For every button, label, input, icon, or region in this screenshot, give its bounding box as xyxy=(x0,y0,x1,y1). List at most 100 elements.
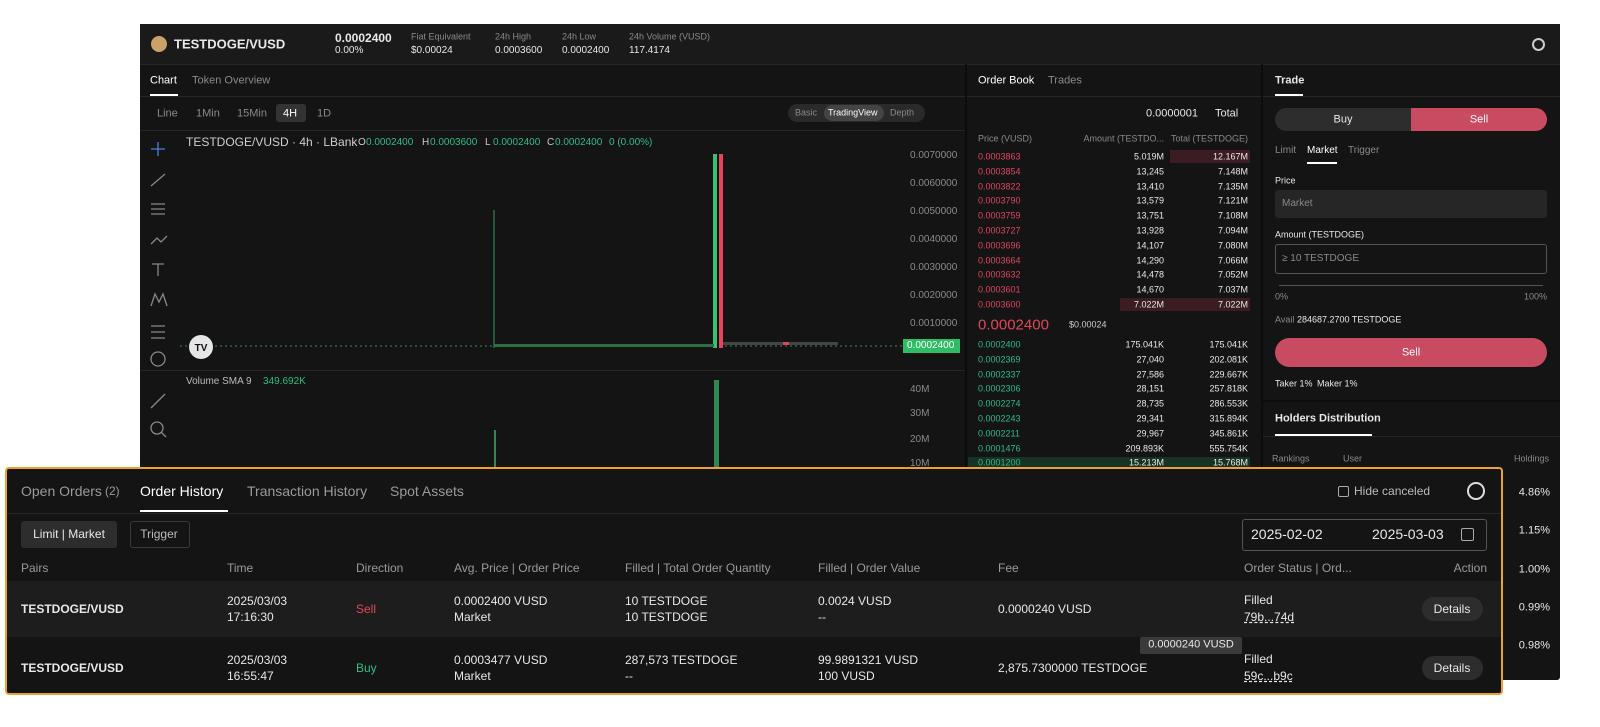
ohlc-key: H xyxy=(422,137,430,148)
row-order-price: Market xyxy=(454,610,491,624)
book-price: 0.0002337 xyxy=(978,369,1021,380)
row-fee: 0.0000240 VUSD xyxy=(998,602,1092,616)
book-total: 286.553K xyxy=(1209,398,1248,409)
interval[interactable]: 1Min xyxy=(196,107,220,120)
book-amount: 14,670 xyxy=(1136,284,1164,295)
book-column: Total (TESTDOGE) xyxy=(1170,133,1248,144)
row-direction: Buy xyxy=(356,661,377,675)
book-amount: 27,040 xyxy=(1136,354,1164,365)
ohlc-key: C xyxy=(547,137,555,148)
column-header: Filled | Order Value xyxy=(818,561,921,575)
divider xyxy=(1263,96,1560,97)
divider xyxy=(967,96,1261,97)
ohlc-value: 0.0002400 xyxy=(366,137,414,148)
details-button[interactable] xyxy=(1422,597,1483,621)
chart-mode[interactable]: TradingView xyxy=(828,107,878,118)
details-button[interactable] xyxy=(1422,656,1483,680)
side-buy[interactable]: Buy xyxy=(1333,113,1353,126)
slider-label: 100% xyxy=(1523,291,1547,302)
order-type[interactable]: Trigger xyxy=(1348,145,1380,156)
book-price: 0.0002400 xyxy=(978,339,1021,350)
row-action[interactable]: Details xyxy=(1433,602,1471,616)
ohlc-value: 0.0003600 xyxy=(430,137,478,148)
book-price: 0.0002306 xyxy=(978,383,1021,394)
amount-input[interactable] xyxy=(1275,244,1547,274)
row-fee: 2,875.7300000 TESTDOGE xyxy=(998,661,1148,675)
pair-name[interactable]: TESTDOGE/VUSD xyxy=(174,36,286,52)
filter-active[interactable] xyxy=(21,521,117,548)
row-order-id[interactable]: 79b...74d xyxy=(1244,610,1295,624)
orders-tab[interactable]: Transaction History xyxy=(247,483,368,499)
price-change: 0.00% xyxy=(335,45,364,56)
filter-label[interactable]: Trigger xyxy=(140,527,178,541)
filter-label[interactable]: Limit | Market xyxy=(33,527,105,541)
total-select[interactable]: Total xyxy=(1215,107,1239,120)
slider-track[interactable] xyxy=(1279,285,1543,286)
book-price: 0.0003854 xyxy=(978,166,1021,177)
book-tab[interactable]: Order Book xyxy=(978,74,1035,87)
precision-select[interactable]: 0.0000001 xyxy=(1146,107,1198,120)
candle-flat xyxy=(494,344,714,347)
volume-axis-label: 30M xyxy=(910,408,930,419)
book-tab[interactable]: Trades xyxy=(1048,74,1082,87)
orders-tab[interactable]: Open Orders xyxy=(21,483,102,499)
history-icon[interactable] xyxy=(1467,482,1485,500)
orders-tab[interactable]: Order History xyxy=(140,483,224,499)
slider-label: 0% xyxy=(1275,291,1289,302)
drawing-tools xyxy=(150,142,168,438)
depth-bar xyxy=(968,457,1250,470)
price-input[interactable] xyxy=(1275,190,1547,218)
row-bg xyxy=(7,581,1501,637)
book-total: 7.135M xyxy=(1217,181,1248,192)
interval[interactable]: 1D xyxy=(317,107,332,120)
row-pair[interactable]: TESTDOGE/VUSD xyxy=(21,602,124,616)
chart-tab[interactable]: Chart xyxy=(150,74,177,87)
price-axis-label: 0.0050000 xyxy=(910,206,958,217)
book-price: 0.0003759 xyxy=(978,210,1021,221)
sell-button[interactable] xyxy=(1275,338,1547,367)
calendar-icon[interactable] xyxy=(1461,528,1474,541)
price-axis-label: 0.0070000 xyxy=(910,150,958,161)
candle-flat xyxy=(723,342,838,345)
date-range[interactable] xyxy=(1242,519,1487,551)
side-sell[interactable]: Sell xyxy=(1469,113,1489,126)
row-filled-value: 99.9891321 VUSD xyxy=(818,653,919,667)
order-type[interactable]: Market xyxy=(1307,145,1338,156)
ohlc-value: 0.0002400 xyxy=(493,137,541,148)
divider xyxy=(1263,436,1560,437)
orders-tab[interactable]: Spot Assets xyxy=(390,483,464,499)
submit-label[interactable]: Sell xyxy=(1401,346,1421,359)
chart-tab[interactable]: Token Overview xyxy=(192,74,271,87)
stat-label: 24h Volume (VUSD) xyxy=(629,31,711,42)
book-price: 0.0003632 xyxy=(978,269,1021,280)
order-type[interactable]: Limit xyxy=(1275,145,1297,156)
divider xyxy=(140,370,965,371)
volume-label: Volume SMA 9 xyxy=(186,376,252,387)
book-column: Price (VUSD) xyxy=(978,133,1033,144)
row-pair[interactable]: TESTDOGE/VUSD xyxy=(21,661,124,675)
checkbox[interactable] xyxy=(1338,486,1349,497)
price-input-text: Market xyxy=(1282,198,1313,209)
interval[interactable]: Line xyxy=(157,107,178,120)
chart-mode[interactable]: Depth xyxy=(890,107,915,118)
top-bar xyxy=(140,24,1560,65)
settings-icon[interactable] xyxy=(1532,38,1545,51)
filter-button[interactable] xyxy=(130,521,190,548)
ohlc-key: O xyxy=(358,137,366,148)
divider xyxy=(965,64,967,680)
row-order-id[interactable]: 59c...b9c xyxy=(1244,669,1293,683)
volume-axis-label: 10M xyxy=(910,458,930,469)
interval[interactable]: 15Min xyxy=(237,107,267,120)
hide-canceled[interactable]: Hide canceled xyxy=(1354,484,1431,498)
book-amount: 209.893K xyxy=(1125,443,1164,454)
column-header: Time xyxy=(227,561,254,575)
chart-mode[interactable]: Basic xyxy=(795,107,818,118)
stat-value: 117.4174 xyxy=(629,45,670,56)
interval[interactable]: 4H xyxy=(283,107,298,120)
column-header: Direction xyxy=(356,561,404,575)
row-avg-price: 0.0002400 VUSD xyxy=(454,594,548,608)
sell-toggle[interactable] xyxy=(1411,108,1547,131)
row-date: 2025/03/03 xyxy=(227,653,288,667)
row-action[interactable]: Details xyxy=(1433,661,1471,675)
row-filled-qty: 287,573 TESTDOGE xyxy=(625,653,738,667)
